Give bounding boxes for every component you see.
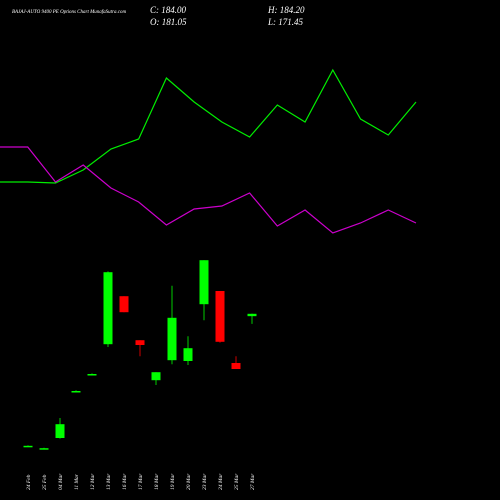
ohlc-label: O: 181.05 <box>150 17 187 27</box>
x-tick-label: 19 Mar <box>170 473 176 490</box>
candle-body <box>71 391 81 393</box>
x-tick-label: 24 Feb <box>25 474 32 490</box>
candle-body <box>23 445 33 448</box>
ohlc-label: L: 171.45 <box>267 17 304 27</box>
line-series <box>0 68 417 184</box>
candle-body <box>135 340 145 345</box>
candle-body <box>119 296 129 313</box>
x-tick-label: 17 Mar <box>138 473 144 490</box>
x-tick-label: 25 Mar <box>234 473 240 490</box>
candle-body <box>231 363 241 369</box>
chart-title: BAJAJ-AUTO 9400 PE Options Chart MunafaS… <box>12 10 126 15</box>
x-tick-label: 11 Mar <box>74 473 80 490</box>
x-tick-label: 04 Mar <box>57 473 64 490</box>
candle-body <box>247 313 257 317</box>
candle-body <box>39 448 49 450</box>
x-tick-label: 23 Mar <box>202 473 208 490</box>
x-tick-label: 13 Mar <box>106 473 112 490</box>
candle-body <box>167 317 177 361</box>
x-tick-label: 27 Mar <box>250 473 256 490</box>
x-tick-label: 16 Mar <box>122 473 128 490</box>
x-tick-label: 18 Mar <box>154 473 160 490</box>
ohlc-label: H: 184.20 <box>267 5 305 15</box>
x-tick-label: 25 Feb <box>42 474 48 490</box>
candle-body <box>151 372 161 381</box>
candle-body <box>183 348 193 361</box>
x-tick-label: 20 Mar <box>186 473 192 490</box>
candle-body <box>199 260 209 305</box>
x-tick-label: 12 Mar <box>90 473 96 490</box>
candle-body <box>55 424 65 438</box>
candle-body <box>103 272 113 345</box>
line-series <box>0 146 417 234</box>
x-tick-label: 24 Mar <box>217 473 224 490</box>
ohlc-label: C: 184.00 <box>150 5 187 15</box>
candle-body <box>215 291 225 342</box>
candle-body <box>87 374 97 376</box>
